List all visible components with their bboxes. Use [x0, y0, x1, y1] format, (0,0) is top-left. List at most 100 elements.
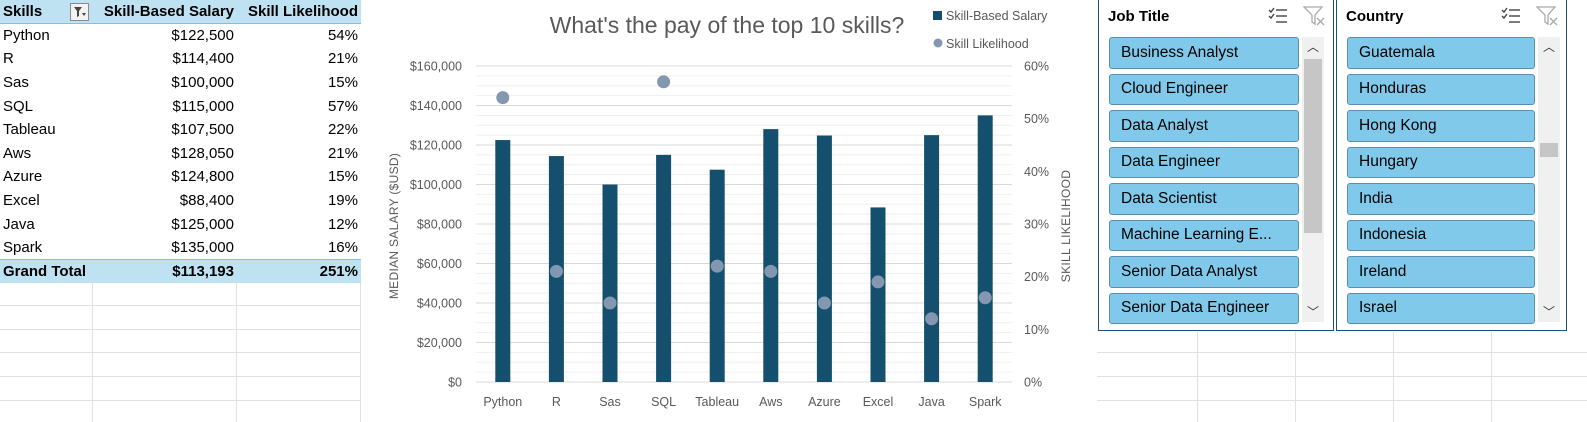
pivot-cell-salary[interactable]: $115,000 — [93, 94, 237, 118]
bar-sql[interactable] — [656, 154, 672, 382]
scroll-up-icon[interactable]: ︿ — [1542, 40, 1555, 54]
slicer-item[interactable]: Senior Data Engineer — [1109, 292, 1299, 324]
point-azure[interactable] — [817, 296, 831, 310]
pivot-cell-skill[interactable]: Aws — [0, 141, 93, 166]
pivot-cell-salary[interactable]: $124,800 — [93, 165, 237, 189]
pivot-cell-salary[interactable]: $128,050 — [93, 141, 237, 166]
likelihood-points — [496, 75, 992, 326]
legend-label-likelihood: Skill Likelihood — [946, 37, 1029, 51]
pivot-cell-likelihood[interactable]: 21% — [237, 47, 361, 71]
point-aws[interactable] — [764, 264, 778, 278]
pivot-cell-salary[interactable]: $125,000 — [93, 212, 237, 236]
pivot-cell-salary[interactable]: $107,500 — [93, 117, 237, 142]
pivot-cell-salary[interactable]: $100,000 — [93, 70, 237, 95]
clear-filter-icon[interactable] — [1302, 5, 1325, 27]
slicer-item[interactable]: Honduras — [1347, 73, 1535, 105]
point-r[interactable] — [549, 264, 563, 278]
point-python[interactable] — [496, 91, 510, 105]
point-sas[interactable] — [603, 296, 617, 310]
bar-sas[interactable] — [602, 184, 618, 383]
pivot-cell-skill[interactable]: R — [0, 47, 93, 71]
point-tableau[interactable] — [710, 259, 724, 273]
slicer-item[interactable]: Data Engineer — [1109, 146, 1299, 178]
bar-tableau[interactable] — [709, 169, 725, 382]
pivot-header-likelihood[interactable]: Skill Likelihood — [237, 0, 361, 25]
country-slicer-scrollbar[interactable]: ︿ ﹀ — [1538, 37, 1560, 322]
pivot-header-salary[interactable]: Skill-Based Salary — [93, 0, 237, 25]
pivot-cell-skill[interactable]: Excel — [0, 188, 93, 213]
y2-axis-title: SKILL LIKELIHOOD — [1059, 170, 1073, 282]
pivot-cell-salary[interactable]: $114,400 — [93, 47, 237, 71]
chart-title: What's the pay of the top 10 skills? — [550, 12, 905, 38]
slicer-item[interactable]: Hong Kong — [1347, 110, 1535, 142]
pivot-header-skills[interactable]: Skills — [0, 0, 93, 25]
slicer-item[interactable]: Israel — [1347, 292, 1535, 324]
pivot-cell-likelihood[interactable]: 15% — [237, 70, 361, 95]
y-tick-label: $0 — [448, 376, 462, 390]
pivot-row: Python $122,500 54% — [0, 23, 361, 48]
bar-spark[interactable] — [977, 115, 993, 382]
job-title-slicer[interactable]: Job Title Business Analyst Cloud Engineer… — [1098, 0, 1334, 331]
scroll-down-icon[interactable]: ﹀ — [1542, 305, 1555, 319]
country-slicer-title: Country — [1346, 7, 1404, 25]
x-axis-ticks: Python R Sas SQL Tableau Aws Azure Excel Java Spa… — [483, 395, 1002, 409]
filter-dropdown-icon[interactable] — [70, 2, 89, 21]
pivot-cell-salary[interactable]: $88,400 — [93, 188, 237, 213]
legend-marker-likelihood — [933, 38, 943, 48]
slicer-item[interactable]: Hungary — [1347, 146, 1535, 178]
pivot-cell-skill[interactable]: Tableau — [0, 117, 93, 142]
slicer-item[interactable]: Guatemala — [1347, 37, 1535, 69]
pivot-cell-salary[interactable]: $135,000 — [93, 235, 237, 260]
slicer-item[interactable]: Business Analyst — [1109, 37, 1299, 69]
scrollbar-thumb[interactable] — [1540, 142, 1558, 158]
pivot-cell-likelihood[interactable]: 15% — [237, 165, 361, 189]
slicer-item[interactable]: Machine Learning E... — [1109, 219, 1299, 251]
pivot-cell-likelihood[interactable]: 54% — [237, 23, 361, 48]
slicer-item[interactable]: Indonesia — [1347, 219, 1535, 251]
pivot-cell-skill[interactable]: Sas — [0, 70, 93, 95]
pivot-cell-likelihood[interactable]: 16% — [237, 235, 361, 260]
scrollbar-thumb[interactable] — [1304, 59, 1322, 233]
pivot-cell-skill[interactable]: Spark — [0, 235, 93, 260]
bar-excel[interactable] — [870, 207, 886, 382]
slicer-item[interactable]: Senior Data Analyst — [1109, 256, 1299, 288]
pivot-cell-likelihood[interactable]: 12% — [237, 212, 361, 236]
multi-select-icon[interactable] — [1267, 5, 1289, 27]
bar-azure[interactable] — [816, 135, 832, 382]
pivot-cell-likelihood[interactable]: 22% — [237, 117, 361, 142]
slicer-item[interactable]: Data Scientist — [1109, 183, 1299, 215]
clear-filter-icon[interactable] — [1535, 5, 1558, 27]
x-tick-label: SQL — [651, 395, 676, 409]
country-slicer[interactable]: Country Guatemala Honduras Hong Kong Hungar… — [1336, 0, 1567, 331]
point-spark[interactable] — [978, 291, 992, 305]
pivot-cell-likelihood[interactable]: 57% — [237, 94, 361, 118]
pivot-row: Excel $88,400 19% — [0, 188, 361, 213]
slicer-item[interactable]: Data Analyst — [1109, 110, 1299, 142]
bar-python[interactable] — [495, 140, 511, 382]
bar-java[interactable] — [924, 135, 940, 382]
pivot-cell-skill[interactable]: Python — [0, 23, 93, 48]
pivot-cell-skill[interactable]: SQL — [0, 94, 93, 118]
scroll-up-icon[interactable]: ︿ — [1306, 40, 1319, 54]
slicer-item[interactable]: India — [1347, 183, 1535, 215]
scroll-down-icon[interactable]: ﹀ — [1306, 305, 1319, 319]
bar-aws[interactable] — [763, 129, 779, 382]
pivot-cell-salary[interactable]: $122,500 — [93, 23, 237, 48]
job-title-slicer-scrollbar[interactable]: ︿ ﹀ — [1302, 37, 1324, 322]
point-sql[interactable] — [657, 75, 671, 89]
pivot-cell-skill[interactable]: Java — [0, 212, 93, 236]
multi-select-icon[interactable] — [1500, 5, 1522, 27]
chart-legend[interactable]: Skill-Based Salary Skill Likelihood — [933, 9, 1048, 51]
pivot-row: Azure $124,800 15% — [0, 165, 361, 189]
point-excel[interactable] — [871, 275, 885, 289]
x-tick-label: Sas — [599, 395, 621, 409]
combo-chart[interactable]: What's the pay of the top 10 skills? Ski… — [362, 0, 1096, 422]
pivot-cell-likelihood[interactable]: 21% — [237, 141, 361, 166]
y-tick-label: $120,000 — [410, 139, 462, 153]
job-title-slicer-header: Job Title — [1099, 0, 1333, 32]
point-java[interactable] — [925, 312, 939, 326]
slicer-item[interactable]: Ireland — [1347, 256, 1535, 288]
slicer-item[interactable]: Cloud Engineer — [1109, 73, 1299, 105]
pivot-cell-likelihood[interactable]: 19% — [237, 188, 361, 213]
pivot-cell-skill[interactable]: Azure — [0, 165, 93, 189]
